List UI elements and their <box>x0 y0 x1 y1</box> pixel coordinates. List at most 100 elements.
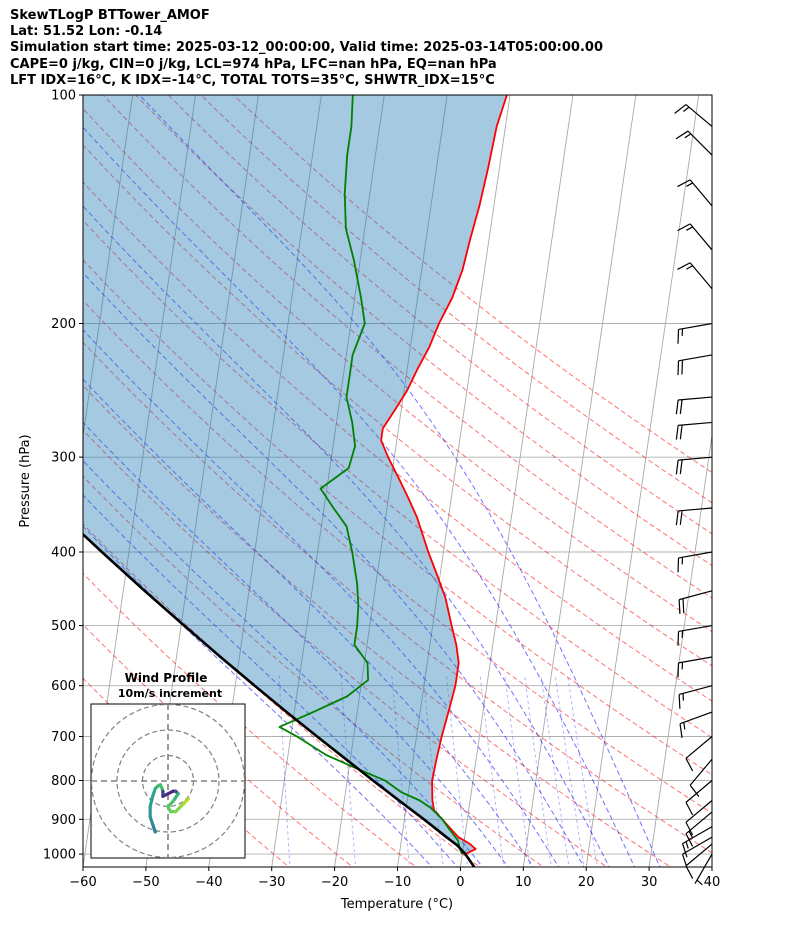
wind-barb <box>677 223 713 251</box>
moist-adiabat-line <box>83 421 509 867</box>
mixing-ratio-line <box>524 674 552 867</box>
barb-staff <box>678 396 713 401</box>
wind-barb <box>675 421 713 440</box>
wind-barb <box>677 656 713 678</box>
wind-barb <box>677 179 713 207</box>
barb-half-flag <box>688 830 693 838</box>
barb-staff <box>689 223 713 251</box>
isotherm-line <box>522 95 637 867</box>
inset-title: Wind Profile <box>125 671 208 685</box>
wind-barb <box>685 780 713 816</box>
x-tick-label: −10 <box>384 875 411 890</box>
x-tick-label: −40 <box>195 875 222 890</box>
dry-adiabat-line <box>83 219 712 738</box>
isotherm-line <box>585 95 700 867</box>
dry-adiabat-line <box>102 95 712 599</box>
x-tick-label: −30 <box>258 875 285 890</box>
barb-half-flag <box>696 879 703 886</box>
barb-staff <box>685 800 713 823</box>
barb-staff <box>678 656 713 664</box>
barb-staff <box>689 179 713 207</box>
barb-flag <box>685 802 694 816</box>
dry-adiabat-line <box>135 95 712 567</box>
barb-flag <box>677 557 680 573</box>
wind-barb <box>685 843 713 879</box>
barb-flag <box>679 510 683 525</box>
y-tick-label: 900 <box>51 813 76 828</box>
wind-barb <box>675 396 713 415</box>
hodograph-inset: Wind Profile 10m/s increment <box>90 671 246 859</box>
barb-staff <box>678 507 713 512</box>
barb-staff <box>689 262 713 290</box>
barb-flag <box>677 329 680 344</box>
wind-barb <box>675 507 713 526</box>
wind-barb <box>677 551 713 573</box>
barb-staff <box>689 758 713 786</box>
title-line-5: LFT IDX=16°C, K IDX=-14°C, TOTAL TOTS=35… <box>10 73 495 88</box>
barb-flag <box>677 223 691 232</box>
x-tick-label: 0 <box>456 875 464 890</box>
y-tick-label: 200 <box>51 317 76 332</box>
dry-adiabat-line <box>83 475 545 867</box>
mixing-ratio-line <box>445 674 469 867</box>
wind-barbs <box>674 104 713 886</box>
mixing-ratio-line <box>540 674 570 867</box>
barb-staff <box>682 826 713 845</box>
barb-half-flag <box>686 182 693 187</box>
isotherm-line <box>271 95 385 867</box>
isotherm-line <box>0 78 9 870</box>
wind-barb <box>681 836 713 868</box>
axis-ticks: −60 −50 −40 −30 −20 −10 0 10 20 30 40 1000 900 800 700… <box>43 89 720 891</box>
y-tick-label: 800 <box>51 774 76 789</box>
mixing-ratio-line <box>422 674 444 867</box>
x-tick-label: 20 <box>578 875 595 890</box>
mixing-ratio-line <box>391 674 411 867</box>
isotherm-line <box>397 95 511 867</box>
dry-adiabat-line <box>83 181 712 702</box>
mixing-ratio-line <box>554 674 585 867</box>
barb-flag <box>685 758 694 772</box>
isotherm-line <box>459 95 574 867</box>
dry-adiabat-line <box>232 95 712 474</box>
wind-barb <box>677 624 713 646</box>
barb-flag <box>677 631 680 646</box>
moist-adiabat-line <box>83 525 433 867</box>
x-tick-label: −60 <box>69 875 96 890</box>
moist-adiabat-line <box>83 329 560 867</box>
barb-half-flag <box>684 133 692 139</box>
barb-staff <box>678 456 713 461</box>
barb-flag <box>681 360 684 375</box>
x-tick-label: 40 <box>704 875 721 890</box>
wind-barb <box>675 130 713 156</box>
title-line-2: Lat: 51.52 Lon: -0.14 <box>10 24 163 39</box>
barb-flag <box>675 425 679 440</box>
barb-flag <box>677 262 691 270</box>
barb-flag <box>677 179 691 188</box>
wind-barb <box>674 104 713 127</box>
isotherm-line <box>648 432 712 867</box>
barb-flag <box>685 865 694 879</box>
cin-cape-shading <box>83 95 507 867</box>
barb-staff <box>679 685 713 696</box>
barb-flag <box>682 598 685 613</box>
moist-adiabat-line <box>83 494 458 867</box>
mixing-ratio-line <box>504 674 531 867</box>
barb-flag <box>681 853 688 868</box>
x-tick-label: 10 <box>515 875 532 890</box>
series-layer <box>83 95 508 867</box>
y-tick-label: 100 <box>51 89 76 104</box>
barb-flag <box>689 784 700 797</box>
dewpoint-line <box>278 95 464 855</box>
wind-barb <box>689 758 713 797</box>
inset-subtitle: 10m/s increment <box>118 687 222 700</box>
moist-adiabat-line <box>83 460 484 867</box>
barb-flag <box>678 694 681 709</box>
wind-barb <box>679 711 713 738</box>
barb-staff <box>682 836 713 855</box>
mixing-ratio-line <box>278 674 291 867</box>
moist-adiabat-line <box>83 205 610 867</box>
dry-adiabat-line <box>83 299 712 814</box>
mixing-ratio-line <box>567 674 598 867</box>
barb-staff <box>694 853 713 884</box>
